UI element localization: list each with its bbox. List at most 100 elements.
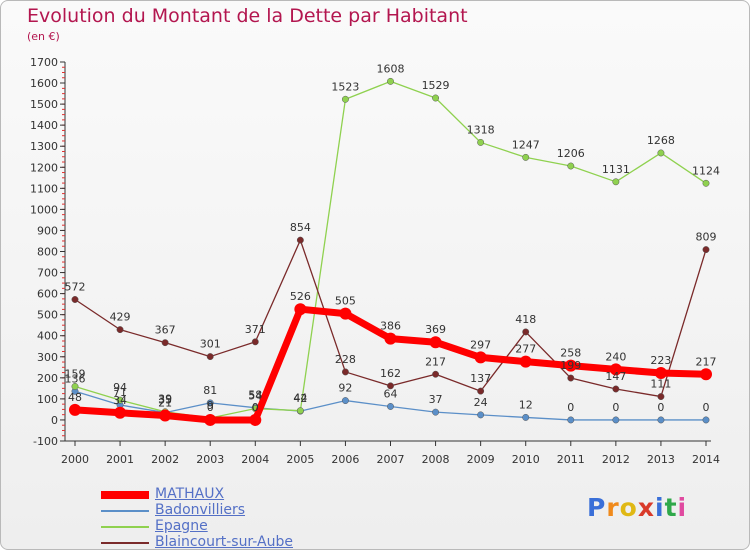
y-tick-label: 1600: [30, 77, 58, 90]
data-label-mathaux: 526: [290, 290, 311, 303]
data-point-blaincourt-sur-aube: [477, 387, 485, 395]
data-label-blaincourt-sur-aube: 418: [515, 313, 536, 326]
y-tick-label: 1700: [30, 56, 58, 69]
data-label-blaincourt-sur-aube: 854: [290, 221, 311, 234]
legend-label-blaincourt-sur-aube: Blaincourt-sur-Aube: [155, 534, 293, 550]
data-point-badonvilliers: [702, 416, 710, 424]
data-label-badonvilliers: 0: [657, 401, 664, 414]
data-point-mathaux: [654, 366, 667, 379]
proxiti-logo: Proxiti: [587, 493, 687, 522]
data-point-epagne: [477, 138, 485, 146]
y-tick-label: 0: [51, 414, 58, 427]
y-tick-label: 100: [37, 393, 58, 406]
logo-letter: r: [606, 493, 620, 522]
data-label-mathaux: 223: [650, 354, 671, 367]
data-label-blaincourt-sur-aube: 367: [155, 324, 176, 337]
data-point-epagne: [387, 77, 394, 85]
logo-letter: t: [664, 493, 678, 522]
data-label-mathaux: 277: [515, 343, 536, 356]
legend-swatch-mathaux: [101, 491, 149, 499]
data-point-epagne: [567, 162, 575, 170]
data-point-badonvilliers: [387, 403, 394, 410]
data-label-badonvilliers: 58: [248, 389, 262, 402]
logo-letter: P: [587, 493, 607, 522]
data-point-mathaux: [564, 359, 577, 372]
data-label-badonvilliers: 0: [703, 401, 710, 414]
data-point-epagne: [702, 179, 710, 187]
y-tick-label: 600: [37, 288, 58, 301]
data-label-epagne: 1206: [557, 147, 585, 160]
y-tick-label: 200: [37, 372, 58, 385]
data-label-badonvilliers: 81: [203, 384, 217, 397]
data-label-blaincourt-sur-aube: 429: [110, 311, 131, 324]
data-label-blaincourt-sur-aube: 371: [245, 323, 266, 336]
data-point-epagne: [432, 94, 440, 102]
data-label-badonvilliers: 42: [293, 392, 307, 405]
data-label-epagne: 1529: [422, 79, 450, 92]
data-point-badonvilliers: [522, 413, 530, 421]
data-label-badonvilliers: 35: [158, 394, 172, 407]
data-label-badonvilliers: 37: [429, 393, 443, 406]
y-tick-label: 700: [37, 267, 58, 280]
data-point-epagne: [522, 153, 530, 161]
x-tick-label: 2008: [422, 453, 450, 466]
y-tick-label: 800: [37, 246, 58, 259]
y-tick-label: 1200: [30, 161, 58, 174]
x-tick-label: 2004: [241, 453, 269, 466]
data-label-blaincourt-sur-aube: 809: [696, 231, 717, 244]
legend-label-epagne: Epagne: [155, 518, 208, 534]
x-tick-label: 2014: [692, 453, 720, 466]
data-label-mathaux: 34: [113, 394, 127, 407]
data-label-epagne: 1523: [331, 80, 359, 93]
data-label-mathaux: 258: [560, 347, 581, 360]
y-tick-label: 500: [37, 309, 58, 322]
data-label-blaincourt-sur-aube: 162: [380, 367, 401, 380]
data-label-epagne: 1131: [602, 163, 630, 176]
data-label-blaincourt-sur-aube: 572: [65, 281, 86, 294]
data-point-mathaux: [249, 413, 262, 426]
data-label-epagne: 1608: [377, 62, 405, 75]
data-point-blaincourt-sur-aube: [296, 236, 304, 244]
data-point-blaincourt-sur-aube: [612, 385, 620, 393]
legend-swatch-blaincourt-sur-aube: [101, 542, 149, 544]
y-tick-label: 1100: [30, 182, 58, 195]
y-tick-label: 400: [37, 330, 58, 343]
data-point-blaincourt-sur-aube: [116, 326, 124, 334]
axes: -100010020030040050060070080090010001100…: [30, 56, 720, 466]
x-tick-label: 2003: [196, 453, 224, 466]
data-point-blaincourt-sur-aube: [387, 382, 394, 390]
logo-letter: i: [677, 493, 688, 522]
data-point-mathaux: [294, 303, 307, 316]
data-point-badonvilliers: [657, 416, 665, 424]
data-label-badonvilliers: 12: [519, 398, 533, 411]
x-tick-label: 2011: [557, 453, 585, 466]
chart-title: Evolution du Montant de la Dette par Hab…: [27, 5, 468, 27]
data-label-badonvilliers: 24: [474, 396, 488, 409]
data-point-badonvilliers: [206, 399, 214, 407]
data-point-mathaux: [474, 351, 487, 364]
data-label-badonvilliers: 64: [384, 387, 398, 400]
data-label-mathaux: 21: [158, 397, 172, 410]
data-label-mathaux: 0: [252, 401, 259, 414]
data-label-badonvilliers: 0: [612, 401, 619, 414]
x-tick-label: 2005: [286, 453, 314, 466]
x-tick-label: 2001: [106, 453, 134, 466]
y-tick-label: 900: [37, 224, 58, 237]
y-tick-label: 300: [37, 351, 58, 364]
data-label-badonvilliers: 71: [113, 386, 127, 399]
data-point-blaincourt-sur-aube: [657, 393, 665, 401]
data-point-epagne: [116, 396, 124, 404]
data-point-mathaux: [429, 336, 442, 349]
data-label-mathaux: 240: [605, 350, 626, 363]
data-label-mathaux: 297: [470, 338, 491, 351]
data-label-epagne: 44: [293, 392, 307, 405]
data-point-blaincourt-sur-aube: [432, 370, 440, 378]
data-label-blaincourt-sur-aube: 137: [470, 372, 491, 385]
data-label-mathaux: 505: [335, 295, 356, 308]
data-point-blaincourt-sur-aube: [206, 353, 214, 361]
x-tick-label: 2000: [61, 453, 89, 466]
data-label-blaincourt-sur-aube: 147: [605, 370, 626, 383]
data-label-epagne: 1247: [512, 138, 540, 151]
